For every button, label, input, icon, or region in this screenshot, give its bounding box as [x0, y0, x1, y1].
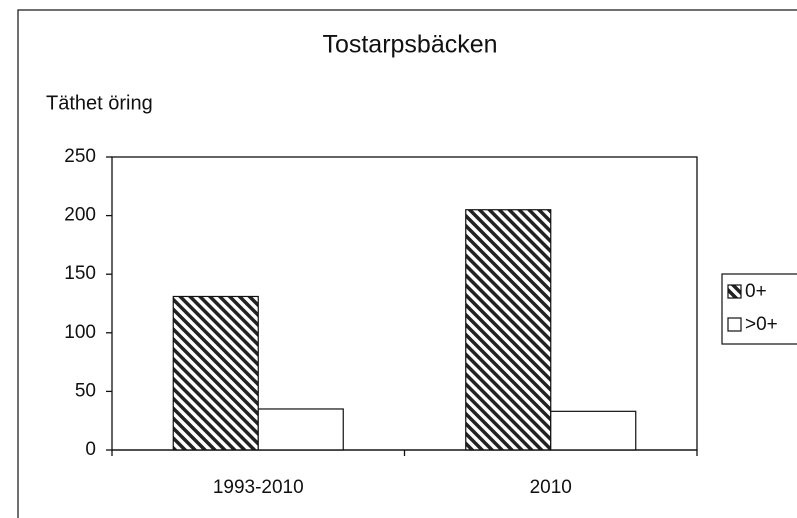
y-tick-label: 200 — [64, 205, 96, 226]
legend-label: 0+ — [745, 281, 767, 302]
y-tick-label: 250 — [64, 146, 96, 167]
chart-frame — [17, 9, 797, 518]
bar — [465, 209, 552, 451]
y-tick-label: 150 — [64, 263, 96, 284]
y-axis-label: Täthet öring — [46, 92, 153, 114]
x-tick-label: 1993-2010 — [213, 477, 304, 498]
legend-label: >0+ — [745, 314, 778, 335]
legend-swatch — [727, 284, 742, 299]
legend-swatch — [727, 317, 742, 332]
chart-title: Tostarpsbäcken — [322, 31, 497, 59]
y-tick-label: 0 — [85, 439, 96, 460]
y-tick-label: 100 — [64, 322, 96, 343]
bar — [257, 408, 344, 451]
y-tick-label: 50 — [75, 380, 96, 401]
bar — [550, 410, 637, 451]
bar — [172, 295, 259, 451]
x-tick-label: 2010 — [530, 477, 572, 498]
